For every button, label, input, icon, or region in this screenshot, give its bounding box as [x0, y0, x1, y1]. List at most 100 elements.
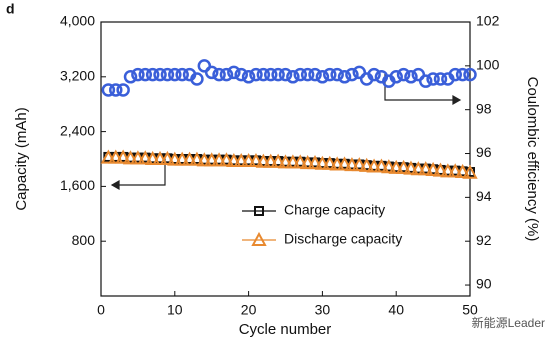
- marker-triangle: [211, 152, 227, 167]
- x-tick-label: 0: [97, 302, 105, 318]
- marker-circle: [345, 67, 359, 82]
- marker-circle: [138, 67, 153, 82]
- marker-circle: [293, 67, 308, 82]
- marker-triangle: [167, 151, 183, 166]
- marker-triangle: [358, 157, 375, 172]
- x-tick-label: 50: [462, 302, 478, 318]
- marker-triangle: [255, 153, 272, 168]
- marker-circle: [300, 67, 315, 82]
- y2-tick-label: 90: [476, 276, 492, 292]
- marker-circle: [337, 70, 352, 84]
- marker-circle: [286, 70, 300, 84]
- marker-circle: [116, 83, 130, 97]
- marker-triangle: [108, 149, 124, 164]
- marker-circle: [404, 70, 418, 84]
- marker-circle: [352, 65, 367, 80]
- marker-triangle: [144, 150, 161, 165]
- marker-circle: [212, 67, 226, 82]
- marker-circle: [204, 65, 219, 80]
- marker-triangle: [425, 161, 441, 176]
- marker-triangle: [403, 160, 419, 175]
- y-tick-label: 3,200: [60, 68, 95, 84]
- marker-triangle: [248, 152, 264, 168]
- marker-triangle: [314, 155, 331, 170]
- marker-circle: [389, 70, 403, 84]
- legend-marker: [254, 206, 264, 216]
- y2-tick-label: 102: [476, 13, 500, 29]
- marker-circle: [448, 67, 462, 82]
- marker-triangle: [204, 152, 220, 167]
- marker-triangle: [130, 150, 146, 165]
- marker-triangle: [218, 152, 235, 167]
- marker-circle: [131, 67, 145, 82]
- marker-triangle: [189, 151, 205, 166]
- marker-triangle: [373, 158, 390, 173]
- marker-circle: [168, 67, 182, 82]
- marker-circle: [271, 67, 285, 82]
- marker-triangle: [344, 157, 360, 172]
- y-axis-label: Capacity (mAh): [13, 107, 30, 210]
- marker-triangle: [152, 150, 168, 165]
- marker-triangle: [174, 151, 190, 166]
- arrowhead: [452, 94, 462, 106]
- marker-triangle: [447, 163, 463, 178]
- marker-circle: [145, 67, 160, 82]
- x-tick-label: 40: [388, 302, 404, 318]
- marker-triangle: [432, 162, 449, 177]
- y2-tick-label: 94: [476, 188, 492, 204]
- y-tick-label: 2,400: [60, 122, 95, 138]
- arrow-right: [384, 74, 458, 101]
- marker-circle: [308, 67, 322, 82]
- marker-circle: [418, 74, 433, 88]
- marker-triangle: [100, 149, 117, 164]
- marker-triangle: [366, 158, 382, 173]
- marker-triangle: [233, 152, 249, 168]
- marker-circle: [263, 67, 278, 82]
- marker-circle: [160, 67, 175, 82]
- marker-circle: [315, 70, 330, 84]
- marker-circle: [241, 70, 256, 84]
- marker-circle: [256, 67, 271, 82]
- marker-circle: [367, 67, 381, 82]
- marker-circle: [426, 72, 440, 86]
- marker-triangle: [263, 153, 279, 168]
- watermark: 新能源Leader: [472, 315, 545, 330]
- marker-triangle: [322, 155, 338, 170]
- marker-triangle: [137, 150, 153, 165]
- marker-circle: [101, 83, 116, 97]
- marker-triangle: [462, 164, 478, 179]
- panel-label: d: [6, 1, 15, 17]
- x-tick-label: 10: [167, 302, 183, 318]
- arrows: [110, 74, 462, 191]
- marker-triangle: [181, 151, 198, 166]
- marker-circle: [249, 67, 263, 82]
- marker-circle: [323, 67, 337, 82]
- marker-triangle: [292, 154, 308, 169]
- marker-circle: [175, 67, 189, 82]
- marker-triangle: [454, 163, 471, 179]
- marker-triangle: [336, 156, 353, 171]
- marker-circle: [411, 67, 426, 82]
- x-axis-label: Cycle number: [239, 321, 332, 338]
- marker-triangle: [410, 161, 427, 176]
- marker-triangle: [381, 159, 397, 174]
- marker-triangle: [329, 156, 345, 171]
- marker-triangle: [299, 155, 316, 170]
- x-tick-label: 30: [315, 302, 331, 318]
- y-tick-label: 1,600: [60, 177, 95, 193]
- marker-circle: [190, 72, 204, 86]
- marker-circle: [234, 67, 248, 82]
- y2-tick-label: 92: [476, 232, 492, 248]
- plot-frame: [100, 21, 471, 297]
- y2-tick-label: 100: [476, 57, 500, 73]
- marker-triangle: [395, 159, 412, 174]
- legend-marker: [251, 231, 267, 246]
- marker-triangle: [285, 154, 301, 169]
- marker-circle: [330, 67, 344, 82]
- y2-axis-label: Coulombic efficiency (%): [524, 77, 541, 242]
- marker-circle: [463, 67, 477, 82]
- marker-triangle: [351, 157, 367, 172]
- legend-label: Discharge capacity: [284, 231, 402, 247]
